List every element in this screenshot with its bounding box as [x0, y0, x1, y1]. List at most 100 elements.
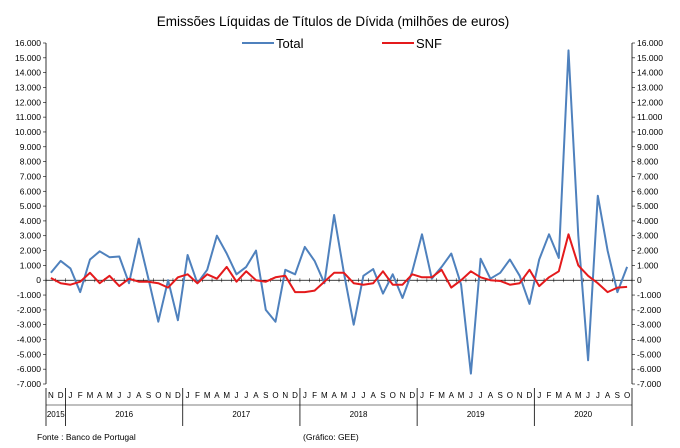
y-tick-label-right: -6.000: [637, 364, 661, 374]
y-tick-label-left: 3.000: [20, 231, 42, 241]
y-tick-label-left: 14.000: [15, 68, 41, 78]
month-label: O: [624, 391, 630, 400]
series-layer: [50, 49, 629, 375]
month-label: S: [263, 391, 268, 400]
month-label: A: [331, 391, 337, 400]
y-tick-label-left: -2.000: [17, 305, 41, 315]
y-tick-label-right: 14.000: [637, 68, 663, 78]
month-label: J: [234, 391, 238, 400]
y-tick-label-left: 7.000: [20, 171, 42, 181]
y-tick-label-left: -6.000: [17, 364, 41, 374]
chart-credit: (Gráfico: GEE): [303, 432, 359, 442]
y-tick-label-left: -3.000: [17, 320, 41, 330]
month-label: S: [380, 391, 385, 400]
series-line-snf: [50, 233, 628, 294]
y-tick-label-right: 9.000: [637, 142, 659, 152]
month-label: D: [58, 391, 64, 400]
y-tick-label-left: -5.000: [17, 349, 41, 359]
y-tick-label-left: 8.000: [20, 157, 42, 167]
month-label: J: [303, 391, 307, 400]
month-label: J: [537, 391, 541, 400]
month-label: F: [312, 391, 317, 400]
month-label: N: [165, 391, 171, 400]
y-tick-label-right: -4.000: [637, 335, 661, 345]
month-label: A: [488, 391, 494, 400]
month-label: M: [321, 391, 328, 400]
y-tick-label-right: 5.000: [637, 201, 659, 211]
y-tick-label-left: -7.000: [17, 379, 41, 389]
month-label: S: [146, 391, 151, 400]
legend-total-label: Total: [276, 36, 304, 51]
month-label: N: [400, 391, 406, 400]
month-label: F: [547, 391, 552, 400]
y-tick-label-left: 12.000: [15, 97, 41, 107]
y-tick-label-left: 13.000: [15, 82, 41, 92]
y-tick-label-left: -4.000: [17, 335, 41, 345]
month-label: A: [566, 391, 572, 400]
y-tick-label-right: 4.000: [637, 216, 659, 226]
y-tick-label-left: 5.000: [20, 201, 42, 211]
y-tick-label-right: 7.000: [637, 171, 659, 181]
month-label: M: [87, 391, 94, 400]
y-tick-label-right: 6.000: [637, 186, 659, 196]
month-label: M: [438, 391, 445, 400]
y-tick-label-right: 2.000: [637, 246, 659, 256]
month-label: M: [223, 391, 230, 400]
month-label: D: [175, 391, 181, 400]
month-label: J: [68, 391, 72, 400]
y-tick-label-left: 9.000: [20, 142, 42, 152]
year-label: 2019: [467, 410, 485, 419]
month-label: A: [449, 391, 455, 400]
month-label: J: [361, 391, 365, 400]
month-label: N: [48, 391, 54, 400]
month-label: M: [106, 391, 113, 400]
y-tick-label-left: 11.000: [16, 112, 42, 122]
y-tick-label-right: 12.000: [637, 97, 663, 107]
legend: Total SNF: [242, 36, 442, 51]
y-tick-label-right: 13.000: [637, 82, 663, 92]
source-note: Fonte : Banco de Portugal: [37, 432, 136, 442]
month-label: S: [615, 391, 620, 400]
month-label: N: [282, 391, 288, 400]
month-label: J: [127, 391, 131, 400]
month-label: J: [586, 391, 590, 400]
y-tick-label-left: 6.000: [20, 186, 42, 196]
y-tick-label-left: 16.000: [15, 38, 41, 48]
month-label: J: [596, 391, 600, 400]
month-label: D: [409, 391, 415, 400]
month-label: J: [186, 391, 190, 400]
series-line-total: [50, 49, 629, 375]
year-label: 2017: [232, 410, 250, 419]
month-label: O: [507, 391, 513, 400]
month-label: F: [429, 391, 434, 400]
y-tick-label-right: 3.000: [637, 231, 659, 241]
y-tick-label-right: 10.000: [637, 127, 663, 137]
y-tick-label-right: 16.000: [637, 38, 663, 48]
year-label: 2020: [574, 410, 592, 419]
month-label: J: [244, 391, 248, 400]
month-label: J: [420, 391, 424, 400]
month-label: O: [155, 391, 161, 400]
y-tick-label-right: 1.000: [637, 260, 659, 270]
month-label: O: [272, 391, 278, 400]
y-tick-label-right: -2.000: [637, 305, 661, 315]
y-tick-label-right: 8.000: [637, 157, 659, 167]
month-label: M: [575, 391, 582, 400]
month-label: J: [469, 391, 473, 400]
month-label: M: [204, 391, 211, 400]
y-tick-label-right: 11.000: [637, 112, 663, 122]
chart-title: Emissões Líquidas de Títulos de Dívida (…: [157, 14, 509, 29]
y-tick-label-right: -5.000: [637, 349, 661, 359]
axes: -7.000 -7.000 -6.000 -6.000 -5.000 -5.000 -4.0…: [15, 38, 663, 389]
month-label: J: [352, 391, 356, 400]
y-tick-label-right: 15.000: [637, 53, 663, 63]
month-label: O: [390, 391, 396, 400]
y-tick-label-right: -7.000: [637, 379, 661, 389]
month-label: S: [497, 391, 502, 400]
y-tick-label-left: -1.000: [17, 290, 41, 300]
month-label: A: [253, 391, 259, 400]
month-label: A: [136, 391, 142, 400]
month-label: A: [214, 391, 220, 400]
